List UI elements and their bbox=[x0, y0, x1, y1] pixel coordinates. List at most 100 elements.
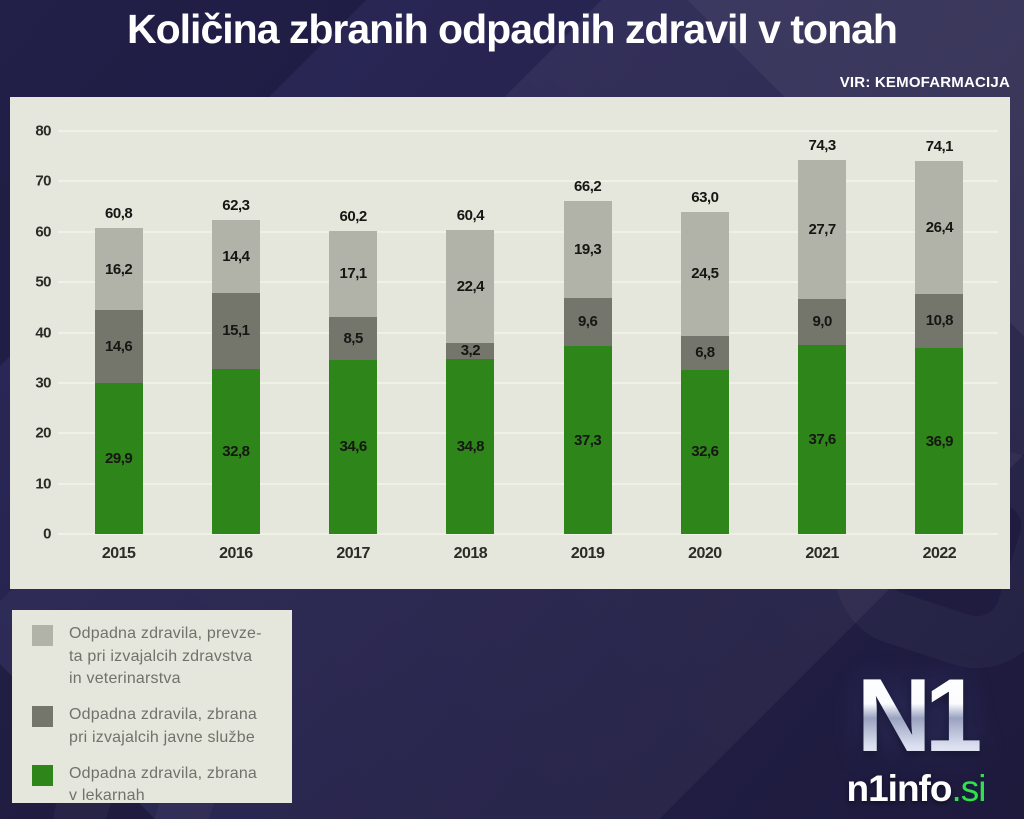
bar-segment: 17,1 bbox=[329, 230, 378, 317]
bar-segment: 32,6 bbox=[680, 369, 729, 534]
bar-segment: 14,4 bbox=[211, 220, 260, 293]
legend-label-line: Odpadna zdravila, zbrana bbox=[69, 706, 258, 724]
segment-value-label: 26,4 bbox=[925, 218, 954, 236]
legend-swatch bbox=[32, 706, 53, 728]
segment-value-label: 34,6 bbox=[339, 438, 368, 456]
bar-column-2018: 34,8 3,2 22,4 60,4 2018 bbox=[412, 131, 529, 562]
bar-segment: 22,4 bbox=[446, 229, 495, 343]
bar-segment: 10,8 bbox=[915, 293, 964, 349]
stacked-bar-2017: 34,6 8,5 17,1 60,2 bbox=[329, 208, 378, 534]
y-tick-80: 80 bbox=[35, 122, 51, 140]
gridline-70 bbox=[58, 180, 998, 183]
segment-value-label: 22,4 bbox=[456, 277, 485, 295]
n1-logo: N1 n1info.si bbox=[826, 664, 1006, 807]
bar-segment: 29,9 bbox=[94, 383, 143, 534]
legend-item-2: Odpadna zdravila, zbrana v lekarnah bbox=[26, 763, 278, 808]
total-value-label: 74,3 bbox=[808, 136, 837, 154]
gridline-10 bbox=[58, 482, 998, 485]
y-tick-20: 20 bbox=[35, 424, 51, 442]
gridline-50 bbox=[58, 281, 998, 284]
stacked-bar-2022: 36,9 10,8 26,4 74,1 bbox=[915, 138, 964, 534]
bar-segment: 36,9 bbox=[915, 348, 964, 534]
segment-value-label: 29,9 bbox=[105, 450, 133, 468]
x-axis-label-2016: 2016 bbox=[219, 545, 253, 562]
bar-segment: 37,6 bbox=[798, 344, 847, 534]
n1-logo-mark: N1 bbox=[826, 664, 1006, 768]
stacked-bar-2018: 34,8 3,2 22,4 60,4 bbox=[446, 207, 495, 534]
legend-label-line: v lekarnah bbox=[69, 787, 145, 805]
y-tick-50: 50 bbox=[35, 273, 51, 291]
segment-value-label: 14,4 bbox=[222, 247, 250, 265]
total-value-label: 63,0 bbox=[691, 189, 719, 207]
x-axis-label-2015: 2015 bbox=[101, 545, 136, 562]
legend-label-line: pri izvajalcih javne službe bbox=[69, 728, 255, 746]
legend-label-line: ta pri izvajalcih zdravstva bbox=[69, 647, 253, 665]
gridline-60 bbox=[58, 230, 998, 233]
y-tick-10: 10 bbox=[35, 475, 51, 493]
segment-value-label: 37,6 bbox=[808, 430, 837, 448]
bar-segment: 8,5 bbox=[329, 316, 378, 360]
y-tick-40: 40 bbox=[35, 324, 51, 341]
y-tick-70: 70 bbox=[35, 172, 51, 190]
segment-value-label: 6,8 bbox=[695, 344, 715, 362]
bar-column-2022: 36,9 10,8 26,4 74,1 2022 bbox=[881, 131, 998, 562]
x-axis-label-2017: 2017 bbox=[336, 545, 370, 562]
segment-value-label: 36,9 bbox=[925, 432, 954, 450]
n1-logo-tld: .si bbox=[951, 768, 986, 809]
source-label: VIR: KEMOFARMACIJA bbox=[839, 74, 1010, 91]
total-value-label: 60,2 bbox=[339, 207, 368, 225]
legend-label-line: Odpadna zdravila, prevze- bbox=[69, 625, 262, 642]
bar-column-2017: 34,6 8,5 17,1 60,2 2017 bbox=[295, 131, 412, 562]
bar-column-2016: 32,8 15,1 14,4 62,3 2016 bbox=[177, 131, 294, 562]
y-tick-0: 0 bbox=[43, 525, 51, 543]
chart-legend: Odpadna zdravila, prevze-ta pri izvajalc… bbox=[12, 610, 292, 804]
bar-columns: 29,9 14,6 16,2 60,8 2015 32,8 15,1 14,4 62,3 2016… bbox=[60, 131, 998, 562]
bar-segment: 34,6 bbox=[329, 359, 378, 534]
total-value-label: 66,2 bbox=[574, 177, 602, 195]
x-axis-label-2018: 2018 bbox=[453, 545, 488, 562]
stacked-bar-2015: 29,9 14,6 16,2 60,8 bbox=[94, 205, 143, 534]
legend-label: Odpadna zdravila, zbrana pri izvajalcih j… bbox=[69, 704, 257, 749]
bar-segment: 27,7 bbox=[798, 159, 847, 300]
n1-logo-wordmark: n1info.si bbox=[826, 770, 1006, 807]
segment-value-label: 24,5 bbox=[691, 265, 719, 283]
stacked-bar-2021: 37,6 9,0 27,7 74,3 bbox=[798, 137, 847, 534]
bar-segment: 16,2 bbox=[94, 228, 143, 310]
stacked-bar-2016: 32,8 15,1 14,4 62,3 bbox=[211, 197, 260, 534]
segment-value-label: 32,6 bbox=[691, 443, 719, 461]
gridline-40 bbox=[58, 331, 998, 334]
x-axis-label-2022: 2022 bbox=[922, 545, 957, 562]
legend-item-0: Odpadna zdravila, prevze-ta pri izvajalc… bbox=[26, 623, 278, 691]
bar-segment: 24,5 bbox=[680, 212, 729, 336]
stacked-bar-2020: 32,6 6,8 24,5 63,0 bbox=[680, 189, 729, 534]
bar-column-2021: 37,6 9,0 27,7 74,3 2021 bbox=[764, 131, 881, 562]
segment-value-label: 15,1 bbox=[222, 322, 250, 340]
bar-segment: 32,8 bbox=[211, 368, 260, 534]
legend-label: Odpadna zdravila, zbrana v lekarnah bbox=[69, 763, 257, 808]
y-tick-60: 60 bbox=[35, 223, 51, 241]
y-tick-30: 30 bbox=[35, 374, 51, 392]
legend-label: Odpadna zdravila, prevze-ta pri izvajalc… bbox=[69, 623, 262, 691]
bar-column-2015: 29,9 14,6 16,2 60,8 2015 bbox=[60, 131, 177, 562]
n1-logo-name: n1info bbox=[846, 768, 953, 809]
bar-segment: 15,1 bbox=[211, 292, 260, 369]
bar-column-2020: 32,6 6,8 24,5 63,0 2020 bbox=[646, 131, 763, 562]
bar-segment: 9,6 bbox=[563, 297, 612, 347]
gridline-20 bbox=[58, 432, 998, 435]
gridline-0 bbox=[58, 533, 998, 535]
legend-swatch bbox=[32, 764, 53, 786]
segment-value-label: 8,5 bbox=[343, 329, 363, 347]
segment-value-label: 19,3 bbox=[574, 240, 602, 258]
segment-value-label: 16,2 bbox=[105, 260, 133, 278]
segment-value-label: 9,6 bbox=[577, 313, 598, 331]
segment-value-label: 34,8 bbox=[456, 437, 485, 455]
legend-label-line: Odpadna zdravila, zbrana bbox=[69, 764, 258, 782]
bar-segment: 14,6 bbox=[94, 309, 143, 384]
segment-value-label: 9,0 bbox=[812, 313, 832, 331]
bar-segment: 34,8 bbox=[446, 358, 495, 534]
bar-segment: 9,0 bbox=[798, 299, 847, 345]
legend-label-line: in veterinarstva bbox=[69, 670, 181, 688]
gridline-30 bbox=[58, 381, 998, 384]
plot-area: 0 10 20 30 40 50 60 70 80 29,9 14,6 16,2 60,8 2015 32,… bbox=[35, 123, 998, 562]
bar-segment: 26,4 bbox=[915, 160, 964, 294]
